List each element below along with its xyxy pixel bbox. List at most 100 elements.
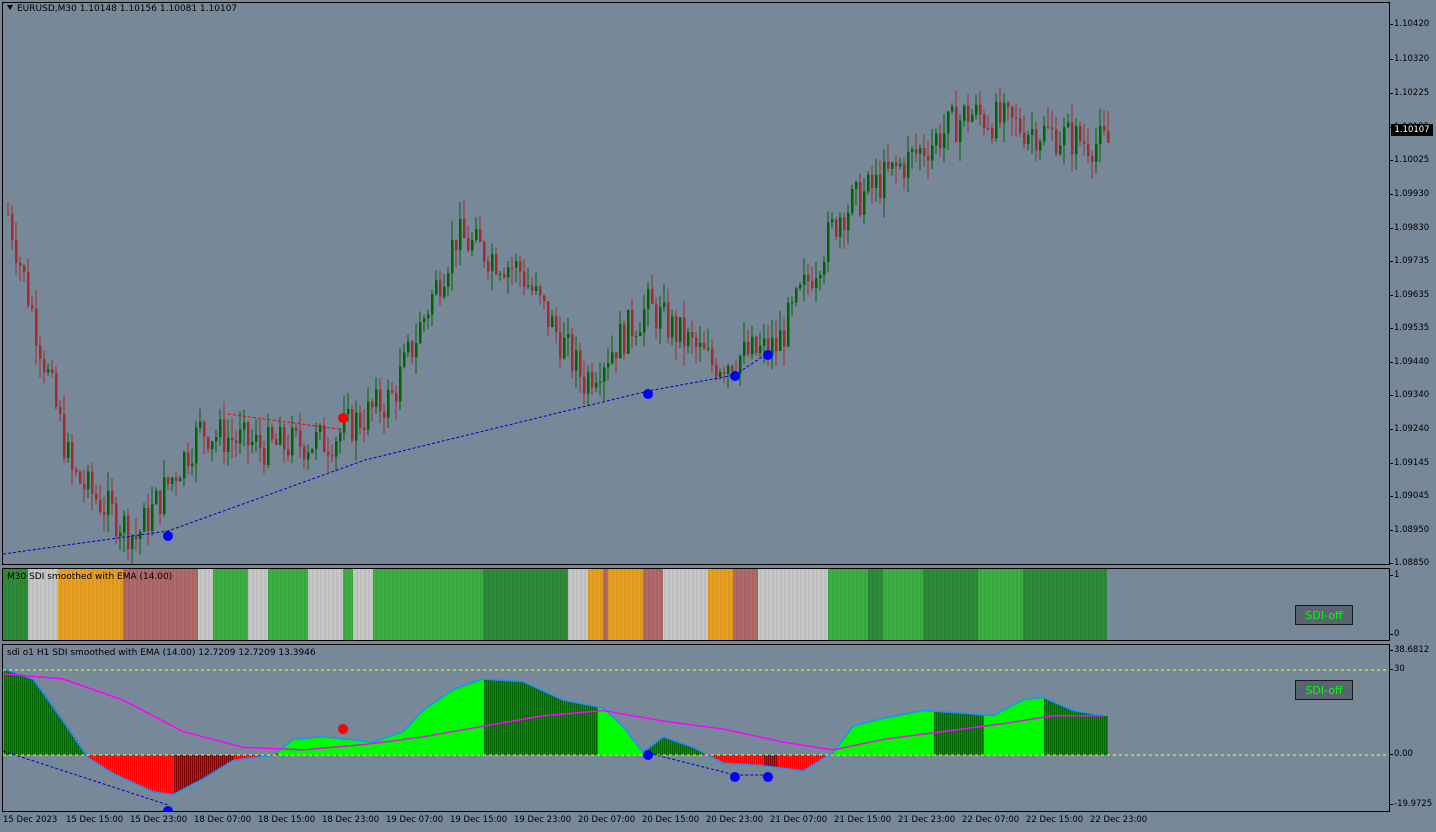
sdi-histogram-bar xyxy=(448,693,450,755)
sdi-histogram-bar xyxy=(598,706,600,755)
time-axis[interactable]: 15 Dec 2023 15 Dec 15:00 15 Dec 23:00 18 De… xyxy=(0,812,1436,832)
candle-body xyxy=(395,392,398,402)
candle-body xyxy=(1003,102,1006,123)
sdi-histogram-bar xyxy=(734,755,736,764)
sdi-histogram-bar xyxy=(364,741,366,755)
sdi-histogram-bar xyxy=(68,728,70,755)
candle-body xyxy=(347,408,350,415)
sdi-histogram-bar xyxy=(214,755,216,773)
sdi-histogram-bar xyxy=(506,680,508,755)
sdi-histogram-bar xyxy=(424,709,426,755)
sdi-histogram-bar xyxy=(534,686,536,755)
candle-body xyxy=(847,212,850,231)
sdi-histogram-bar xyxy=(700,750,702,755)
candle-body xyxy=(543,295,546,302)
sdi-histogram-bar xyxy=(848,732,850,755)
sdi-histogram-bar xyxy=(616,719,618,755)
sdi-histogram-bar xyxy=(536,687,538,755)
candle-body xyxy=(615,352,618,359)
sdi-histogram-bar xyxy=(622,725,624,755)
sdi-histogram-bar xyxy=(256,755,258,758)
candle-body xyxy=(483,241,486,262)
buy-arrow-icon xyxy=(643,389,653,399)
sdi-histogram-bar xyxy=(652,745,654,755)
sdi-histogram-pane[interactable]: M30 SDI smoothed with EMA (14.00) SDI-of… xyxy=(2,568,1390,641)
sdi-histogram-bar xyxy=(100,755,102,766)
sdi-m30-title: M30 SDI smoothed with EMA (14.00) xyxy=(7,572,173,582)
sdi-histogram-bar xyxy=(302,738,304,755)
sdi-histogram-bar xyxy=(532,685,534,755)
sdi-histogram-bar xyxy=(362,740,364,755)
candle-body xyxy=(911,149,914,152)
sdi-histogram-bar xyxy=(58,714,60,755)
sdi-histogram-bar xyxy=(794,755,796,770)
candle-body xyxy=(83,483,86,490)
candle-body xyxy=(1023,132,1026,144)
sdi-off-button-2[interactable]: SDI-off xyxy=(1295,680,1353,700)
candle-body xyxy=(675,316,678,342)
sdi-histogram-bar xyxy=(580,703,582,755)
sdi-histogram-bar xyxy=(724,755,726,764)
candle-body xyxy=(875,174,878,188)
price-axis[interactable]: 1.104201.103201.102251.101251.100251.099… xyxy=(1389,2,1436,568)
sdi-histogram-bar xyxy=(672,739,674,755)
candle-body xyxy=(419,322,422,344)
sdi-histogram-bar xyxy=(742,755,744,765)
price-chart-pane[interactable]: EURUSD,M30 1.10148 1.10156 1.10081 1.101… xyxy=(2,2,1390,565)
candle-body xyxy=(551,316,554,328)
candle-body xyxy=(467,238,470,251)
sdi-histogram-bar xyxy=(306,738,308,755)
sdi-histogram-bar xyxy=(314,737,316,755)
sdi-histogram-bar xyxy=(950,712,952,755)
sdi-histogram-bar xyxy=(222,755,224,768)
trend-line[interactable] xyxy=(3,352,769,555)
price-axis-label: 1.09145 xyxy=(1389,458,1430,468)
sdi-histogram-bar xyxy=(172,755,174,795)
candle-body xyxy=(531,285,534,291)
candle-body xyxy=(215,437,218,442)
sdi-histogram-bar xyxy=(728,755,730,764)
sdi-histogram-bar xyxy=(808,755,810,768)
sdi-histogram-bar xyxy=(722,755,724,763)
sdi-histogram-bar xyxy=(4,668,6,755)
candle-body xyxy=(695,337,698,347)
sdi-off-button[interactable]: SDI-off xyxy=(1295,605,1353,625)
sdi-histogram-bar xyxy=(418,715,420,755)
sdi-histogram-bar xyxy=(640,748,642,755)
sdi-histogram-bar xyxy=(566,700,568,755)
sdi-histogram-bar xyxy=(720,755,722,762)
candle-body xyxy=(983,114,986,128)
candle-body xyxy=(1007,102,1010,107)
candle-body xyxy=(143,508,146,532)
candle-body xyxy=(107,490,110,515)
candle-body xyxy=(411,341,414,358)
chart-title: EURUSD,M30 1.10148 1.10156 1.10081 1.101… xyxy=(7,4,237,14)
candle-body xyxy=(855,181,858,189)
candle-body xyxy=(99,499,102,513)
price-axis-label: 1.09045 xyxy=(1389,491,1430,501)
resistance-line[interactable] xyxy=(227,413,346,431)
sdi-state-segment xyxy=(353,569,373,640)
sdi-histogram-bar xyxy=(182,755,184,790)
sdi-histogram-bar xyxy=(972,713,974,755)
candle-body xyxy=(259,434,262,449)
candle-body xyxy=(359,412,362,428)
sdi-histogram-bar xyxy=(36,683,38,755)
dropdown-triangle-icon[interactable] xyxy=(7,5,13,10)
candle-body xyxy=(123,515,126,533)
candle-body xyxy=(839,217,842,237)
sdi-histogram-bar xyxy=(430,705,432,755)
sdi-histogram-bar xyxy=(276,752,278,755)
candlestick-chart[interactable] xyxy=(3,3,1390,565)
candle-body xyxy=(943,133,946,149)
sdi-histogram-bar xyxy=(1038,698,1040,755)
candle-body xyxy=(379,389,382,412)
candle-body xyxy=(79,471,82,484)
sdi-histogram-bar xyxy=(892,716,894,755)
sdi-oscillator-pane[interactable]: sdi o1 H1 SDI smoothed with EMA (14.00) … xyxy=(2,644,1390,812)
sdi-histogram-bar xyxy=(292,740,294,755)
sdi-histogram-bar xyxy=(408,726,410,755)
candle-body xyxy=(51,369,54,373)
candle-body xyxy=(795,288,798,303)
